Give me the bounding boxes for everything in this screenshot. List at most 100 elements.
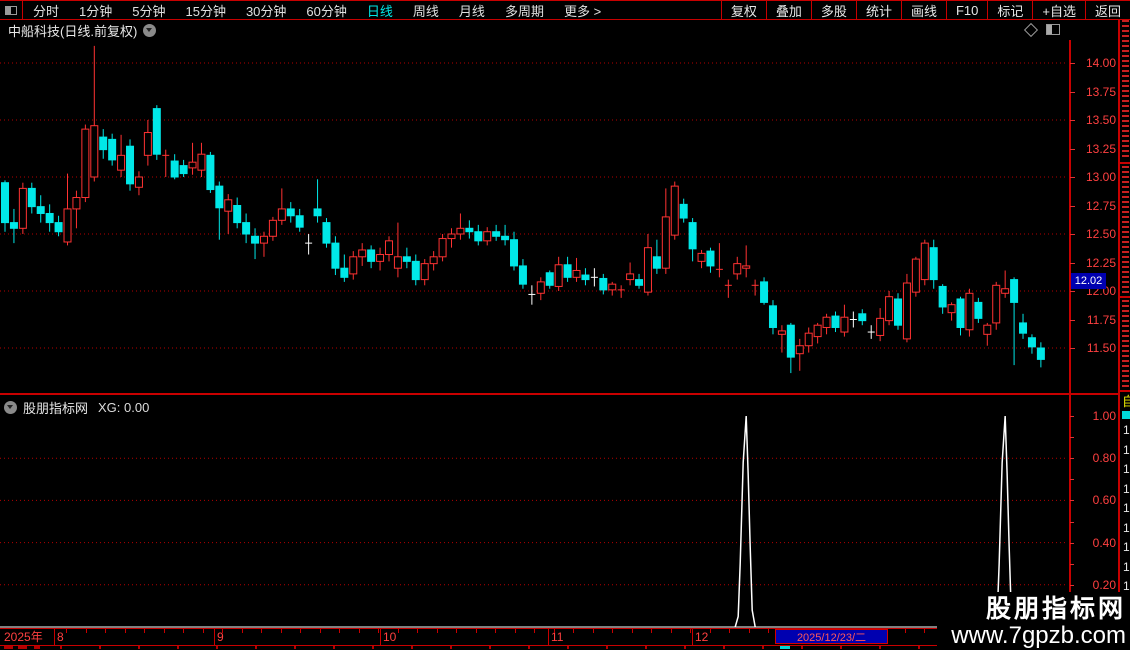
clipped-fragment — [762, 646, 764, 649]
time-axis-tick — [573, 629, 574, 633]
time-axis-tick — [417, 629, 418, 633]
clipped-fragment — [780, 646, 790, 649]
price-axis-label: 13.00 — [1085, 170, 1116, 184]
period-tab-30分钟[interactable]: 30分钟 — [245, 3, 287, 19]
period-tab-60分钟[interactable]: 60分钟 — [306, 3, 347, 19]
period-tab-1分钟[interactable]: 1分钟 — [79, 3, 113, 19]
toolbar-button-画线[interactable]: 画线 — [900, 1, 946, 19]
period-tab-周线[interactable]: 周线 — [412, 3, 439, 19]
clipped-fragment — [567, 646, 569, 649]
time-axis-tick — [378, 629, 379, 633]
period-tab-月线[interactable]: 月线 — [458, 3, 485, 19]
time-axis-tick — [144, 629, 145, 633]
chart-title-bar: 中船科技(日线.前复权) — [0, 21, 1108, 40]
indicator-axis-label: 0.80 — [1092, 451, 1116, 466]
time-axis-tick — [670, 629, 672, 633]
window-layout-button[interactable] — [0, 1, 23, 19]
time-axis-tick — [534, 629, 535, 633]
clipped-fragment — [918, 646, 920, 649]
time-axis-tick — [475, 629, 477, 633]
period-toolbar: 分时 1分钟 5分钟 15分钟 30分钟 60分钟 日线 周线 月线 多周期 更多 > 复权 叠加 多股… — [0, 0, 1130, 20]
clipped-bottom-row — [0, 646, 1130, 650]
price-axis-label: 12.75 — [1085, 198, 1116, 213]
period-tab-15分钟[interactable]: 15分钟 — [185, 3, 226, 19]
split-panel-icon — [5, 5, 17, 15]
sidebar-tab-label[interactable]: 自 — [1122, 394, 1130, 409]
time-axis-tick — [651, 629, 652, 633]
indicator-axis-tick — [1070, 500, 1074, 502]
clipped-fragment — [1122, 411, 1130, 419]
time-axis-tick — [729, 629, 730, 633]
toolbar-button-统计[interactable]: 统计 — [855, 1, 901, 19]
watermark-site-name: 股朋指标网 — [985, 595, 1126, 623]
price-axis-tick — [1070, 120, 1075, 121]
clipped-quote-digit: 1 — [1123, 462, 1130, 476]
clipped-quote-digit: 1 — [1123, 579, 1130, 593]
month-label: 10 — [383, 630, 397, 644]
chart-title: 中船科技(日线.前复权) — [8, 24, 138, 39]
toolbar-button-返回[interactable]: 返回 — [1084, 1, 1130, 19]
axis-border-line — [1069, 40, 1071, 645]
month-label: 12 — [695, 630, 709, 644]
clipped-text-fragment — [1122, 166, 1129, 294]
indicator-axis-label: 1.00 — [1092, 409, 1116, 423]
toolbar-button-多股[interactable]: 多股 — [810, 1, 856, 19]
period-tab-分时[interactable]: 分时 — [33, 3, 60, 19]
time-axis-tick — [261, 629, 262, 633]
strip-divider — [1120, 390, 1130, 392]
clipped-right-panel[interactable]: 自 1 1 1 1 1 1 1 1 1 — [1118, 20, 1130, 650]
time-axis-tick — [183, 629, 184, 633]
time-axis-tick — [709, 629, 711, 633]
clipped-fragment — [801, 646, 803, 649]
clipped-fragment — [216, 646, 218, 649]
clipped-quote-digit: 1 — [1123, 559, 1130, 574]
indicator-axis-tick — [1070, 416, 1074, 417]
clipped-quote-digit: 1 — [1123, 481, 1130, 496]
price-axis-label: 14.00 — [1085, 56, 1116, 70]
time-axis-tick — [631, 629, 633, 633]
clipped-fragment — [528, 646, 530, 649]
time-axis-border — [0, 628, 1118, 629]
price-axis-label: 11.75 — [1086, 312, 1116, 327]
clipped-quote-digit: 1 — [1123, 442, 1130, 457]
time-axis-tick — [222, 629, 223, 633]
clipped-text-fragment — [1122, 20, 1129, 160]
time-axis-tick — [592, 629, 594, 633]
period-tab-5分钟[interactable]: 5分钟 — [132, 3, 166, 19]
clipped-fragment — [606, 646, 608, 649]
diamond-icon[interactable] — [1023, 22, 1039, 37]
time-axis-tick — [456, 629, 457, 633]
watermark-url: www.7gpzb.com — [951, 622, 1126, 649]
indicator-chart[interactable] — [0, 394, 1070, 628]
clipped-fragment — [34, 646, 40, 649]
time-axis[interactable]: 2025年 8 9 10 11 12 — [0, 628, 1118, 645]
time-axis-tick — [397, 629, 399, 633]
toolbar-button-叠加[interactable]: 叠加 — [765, 1, 811, 19]
indicator-axis-tick — [1070, 584, 1074, 586]
month-separator — [380, 629, 381, 645]
period-tab-更多 >[interactable]: 更多 > — [563, 3, 602, 19]
candlestick-chart[interactable] — [0, 40, 1070, 394]
chevron-down-icon[interactable] — [4, 401, 17, 414]
panel-toggle-icon[interactable] — [1046, 24, 1060, 35]
toolbar-button-+自选[interactable]: +自选 — [1032, 1, 1085, 19]
time-axis-tick — [339, 629, 340, 633]
price-axis-label: 12.50 — [1085, 227, 1116, 241]
chevron-down-icon[interactable] — [143, 24, 157, 37]
price-axis-tick — [1070, 348, 1075, 349]
toolbar-button-标记[interactable]: 标记 — [987, 1, 1032, 19]
clipped-fragment — [99, 646, 101, 649]
toolbar-button-F10[interactable]: F10 — [945, 1, 987, 19]
clipped-quote-digit: 1 — [1123, 540, 1130, 554]
period-tab-日线[interactable]: 日线 — [366, 3, 393, 19]
indicator-axis-tick — [1070, 542, 1074, 544]
period-tab-多周期[interactable]: 多周期 — [504, 3, 544, 19]
month-label: 9 — [217, 630, 224, 644]
time-axis-tick — [66, 629, 67, 633]
indicator-axis-tick — [1070, 458, 1074, 460]
clipped-fragment — [294, 646, 296, 649]
indicator-value: XG: 0.00 — [98, 400, 150, 415]
toolbar-button-复权[interactable]: 复权 — [720, 1, 766, 19]
period-tab-list: 分时 1分钟 5分钟 15分钟 30分钟 60分钟 日线 周线 月线 多周期 更多 > — [23, 1, 611, 19]
time-axis-tick — [319, 629, 321, 633]
